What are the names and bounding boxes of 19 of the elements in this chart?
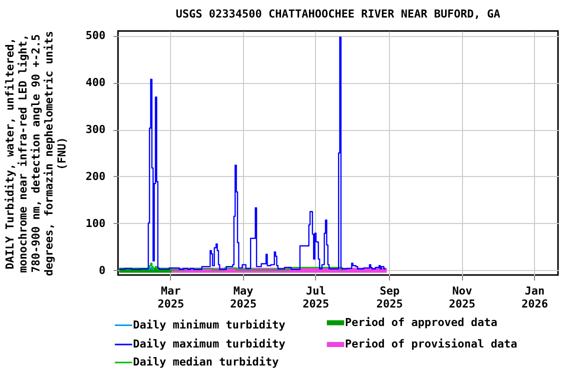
y-tick-label: 300: [86, 123, 106, 136]
legend-label: Daily minimum turbidity: [133, 318, 286, 332]
x-tick-label: Mar 2025: [158, 284, 184, 310]
x-tick-label: May 2025: [230, 284, 257, 310]
legend-label: Period of provisional data: [345, 338, 518, 350]
x-tick-label: Sep 2025: [376, 284, 403, 310]
y-tick-label: 500: [86, 29, 106, 42]
y-axis-title: DAILY Turbidity, water, unfiltered, monochrome near infra-red LED light, 780-900 nm, detection angle 90 +-2.5 degrees, formazin nephelometric units (FNU): [4, 30, 69, 276]
legend-label: Period of approved data: [345, 316, 498, 329]
chart-title: USGS 02334500 CHATTAHOOCHEE RIVER NEAR BUFORD, GA: [176, 8, 501, 21]
x-tick-label: Nov 2025: [448, 284, 476, 310]
x-tick-label: Jul 2025: [302, 284, 330, 310]
y-tick-label: 0: [98, 264, 106, 277]
y-tick-label: 200: [86, 170, 106, 183]
legend-label: Daily maximum turbidity: [133, 338, 286, 350]
x-tick-label: Jan 2026: [521, 284, 548, 310]
y-tick-label: 400: [86, 76, 106, 90]
legend-label: Daily median turbidity: [133, 356, 280, 368]
y-tick-label: 100: [86, 216, 106, 230]
